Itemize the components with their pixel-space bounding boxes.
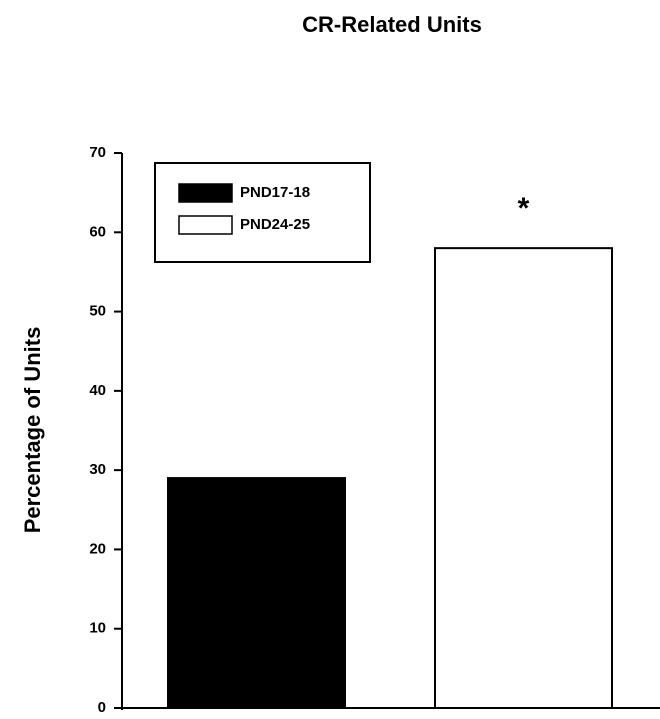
legend-box <box>154 162 371 263</box>
bar <box>167 477 346 710</box>
legend-label: PND24-25 <box>240 216 310 233</box>
y-tick-label: 50 <box>89 303 106 320</box>
legend-swatch <box>178 215 233 235</box>
y-tick-label: 0 <box>98 699 106 716</box>
legend-label: PND17-18 <box>240 184 310 201</box>
y-tick-label: 20 <box>89 540 106 557</box>
legend-swatch <box>178 183 233 203</box>
y-tick-label: 30 <box>89 461 106 478</box>
y-tick-label: 60 <box>89 223 106 240</box>
y-tick-label: 40 <box>89 382 106 399</box>
significance-marker: * <box>518 192 530 225</box>
y-axis-label: Percentage of Units <box>20 327 45 534</box>
bar <box>434 247 613 709</box>
y-tick-label: 70 <box>89 144 106 161</box>
y-tick-label: 10 <box>89 620 106 637</box>
chart-title: CR-Related Units <box>302 12 482 37</box>
